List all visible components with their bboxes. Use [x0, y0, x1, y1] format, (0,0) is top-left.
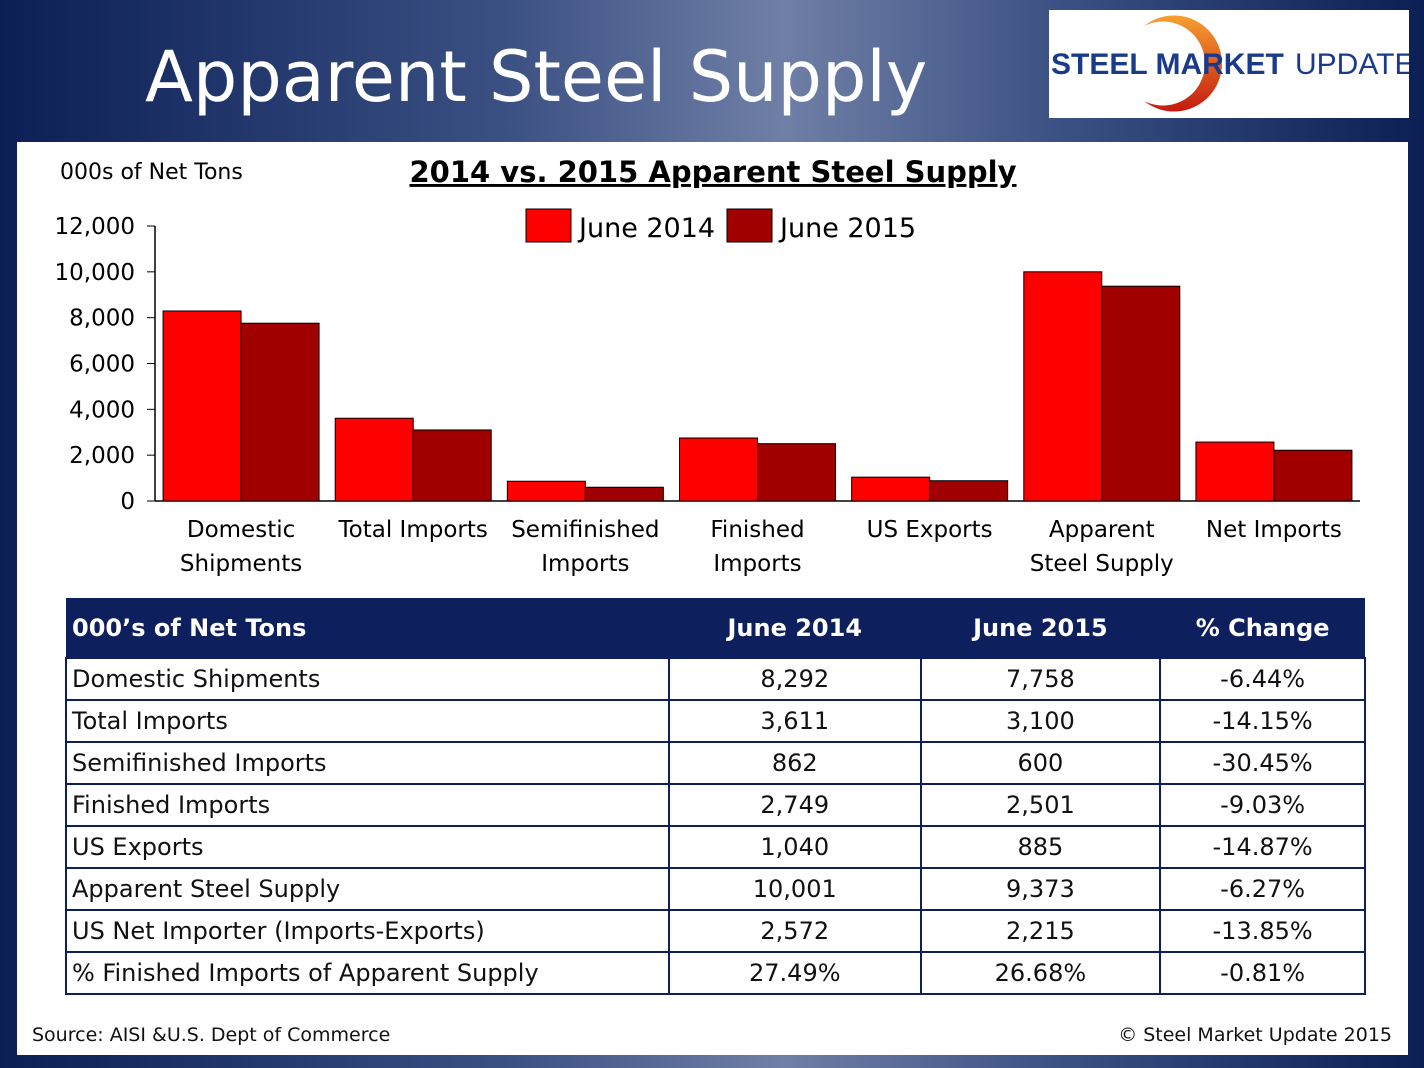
table-cell: -14.15%	[1159, 699, 1366, 743]
table-row: Apparent Steel Supply 10,001 9,373 -6.27%	[65, 867, 1366, 911]
table-cell: Apparent Steel Supply	[65, 867, 670, 911]
y-tick-label: 2,000	[69, 443, 135, 469]
table-cell: Finished Imports	[65, 783, 670, 827]
table-cell: -13.85%	[1159, 909, 1366, 953]
table-cell: -14.87%	[1159, 825, 1366, 869]
table-row: US Net Importer (Imports-Exports) 2,572 2,…	[65, 909, 1366, 953]
table-cell: US Exports	[65, 825, 670, 869]
table-cell: 885	[919, 825, 1162, 869]
table-cell: 2,501	[919, 783, 1162, 827]
table-cell: 7,758	[919, 657, 1162, 701]
x-tick-label: Finished	[710, 517, 804, 543]
table-cell: 8,292	[667, 657, 922, 701]
y-tick-label: 0	[120, 489, 135, 515]
table-cell: Total Imports	[65, 699, 670, 743]
bar-june-2015	[757, 443, 836, 502]
table-cell: -6.44%	[1159, 657, 1366, 701]
table-cell: 600	[919, 741, 1162, 785]
x-tick-label: Steel Supply	[1030, 551, 1174, 577]
table-row: Semifinished Imports 862 600 -30.45%	[65, 741, 1366, 785]
x-tick-label: Net Imports	[1206, 517, 1342, 543]
bar-june-2014	[851, 476, 931, 502]
bar-june-2015	[584, 486, 664, 502]
bar-june-2014	[506, 480, 586, 502]
x-tick-label: Domestic	[187, 517, 295, 543]
legend-label: June 2015	[778, 213, 916, 244]
legend-swatch	[525, 208, 572, 243]
svg-text:STEEL MARKET: STEEL MARKET	[1051, 48, 1284, 81]
y-tick-label: 12,000	[55, 214, 135, 240]
logo: STEEL MARKET UPDATE	[1049, 10, 1409, 118]
table-cell: 2,749	[667, 783, 922, 827]
legend-label: June 2014	[577, 213, 715, 244]
table-row: % Finished Imports of Apparent Supply 27.…	[65, 951, 1366, 995]
y-tick-label: 8,000	[69, 306, 135, 332]
source-note: Source: AISI &U.S. Dept of Commerce	[32, 1024, 391, 1046]
svg-text:UPDATE: UPDATE	[1295, 48, 1409, 81]
table-cell: 27.49%	[667, 951, 922, 995]
column-header: % Change	[1160, 598, 1365, 658]
y-tick-label: 4,000	[69, 397, 135, 423]
table-cell: US Net Importer (Imports-Exports)	[65, 909, 670, 953]
x-tick-label: Total Imports	[338, 517, 488, 543]
table-row: Finished Imports 2,749 2,501 -9.03%	[65, 783, 1366, 827]
table-cell: 1,040	[667, 825, 922, 869]
table-cell: 9,373	[919, 867, 1162, 911]
bar-june-2015	[1101, 285, 1181, 502]
copyright: © Steel Market Update 2015	[1118, 1024, 1392, 1046]
column-header: June 2014	[668, 598, 921, 658]
table-cell: 862	[667, 741, 922, 785]
bar-june-2014	[162, 310, 242, 502]
table-cell: 3,611	[667, 699, 922, 743]
table-cell: % Finished Imports of Apparent Supply	[65, 951, 670, 995]
table-row: Total Imports 3,611 3,100 -14.15%	[65, 699, 1366, 743]
table-cell: 2,572	[667, 909, 922, 953]
bar-chart: 000s of Net Tons 2014 vs. 2015 Apparent …	[55, 155, 1360, 577]
x-tick-label: Apparent	[1049, 517, 1155, 543]
y-tick-label: 6,000	[69, 352, 135, 378]
legend-swatch	[726, 208, 773, 243]
x-tick-label: Semifinished	[511, 517, 659, 543]
bar-june-2015	[1273, 449, 1353, 502]
y-tick-label: 10,000	[55, 260, 135, 286]
table-cell: 3,100	[919, 699, 1162, 743]
table-cell: -6.27%	[1159, 867, 1366, 911]
content-panel: 000s of Net Tons 2014 vs. 2015 Apparent …	[17, 142, 1408, 1055]
bar-june-2015	[240, 322, 320, 502]
bar-june-2014	[1023, 271, 1103, 502]
x-tick-label: Imports	[713, 551, 801, 577]
table-cell: -0.81%	[1159, 951, 1366, 995]
bar-june-2014	[334, 417, 414, 502]
slide-title: Apparent Steel Supply	[145, 36, 928, 118]
bar-june-2015	[929, 480, 1009, 502]
x-tick-label: Imports	[541, 551, 629, 577]
column-header: June 2015	[920, 598, 1161, 658]
bar-june-2014	[1195, 441, 1275, 502]
chart-title: 2014 vs. 2015 Apparent Steel Supply	[409, 155, 1016, 189]
table-cell: Semifinished Imports	[65, 741, 670, 785]
table-cell: Domestic Shipments	[65, 657, 670, 701]
column-header: 000’s of Net Tons	[66, 598, 669, 658]
bar-june-2015	[412, 429, 492, 502]
table-cell: -9.03%	[1159, 783, 1366, 827]
table-row: US Exports 1,040 885 -14.87%	[65, 825, 1366, 869]
data-table: 000’s of Net Tons June 2014 June 2015% Cha…	[65, 598, 1366, 995]
y-axis-label: 000s of Net Tons	[60, 160, 243, 185]
table-cell: 2,215	[919, 909, 1162, 953]
bar-june-2014	[679, 437, 758, 502]
x-tick-label: Shipments	[180, 551, 302, 577]
x-tick-label: US Exports	[867, 517, 993, 543]
table-cell: 26.68%	[919, 951, 1162, 995]
table-cell: -30.45%	[1159, 741, 1366, 785]
table-cell: 10,001	[667, 867, 922, 911]
table-row: Domestic Shipments 8,292 7,758 -6.44%	[65, 657, 1366, 701]
